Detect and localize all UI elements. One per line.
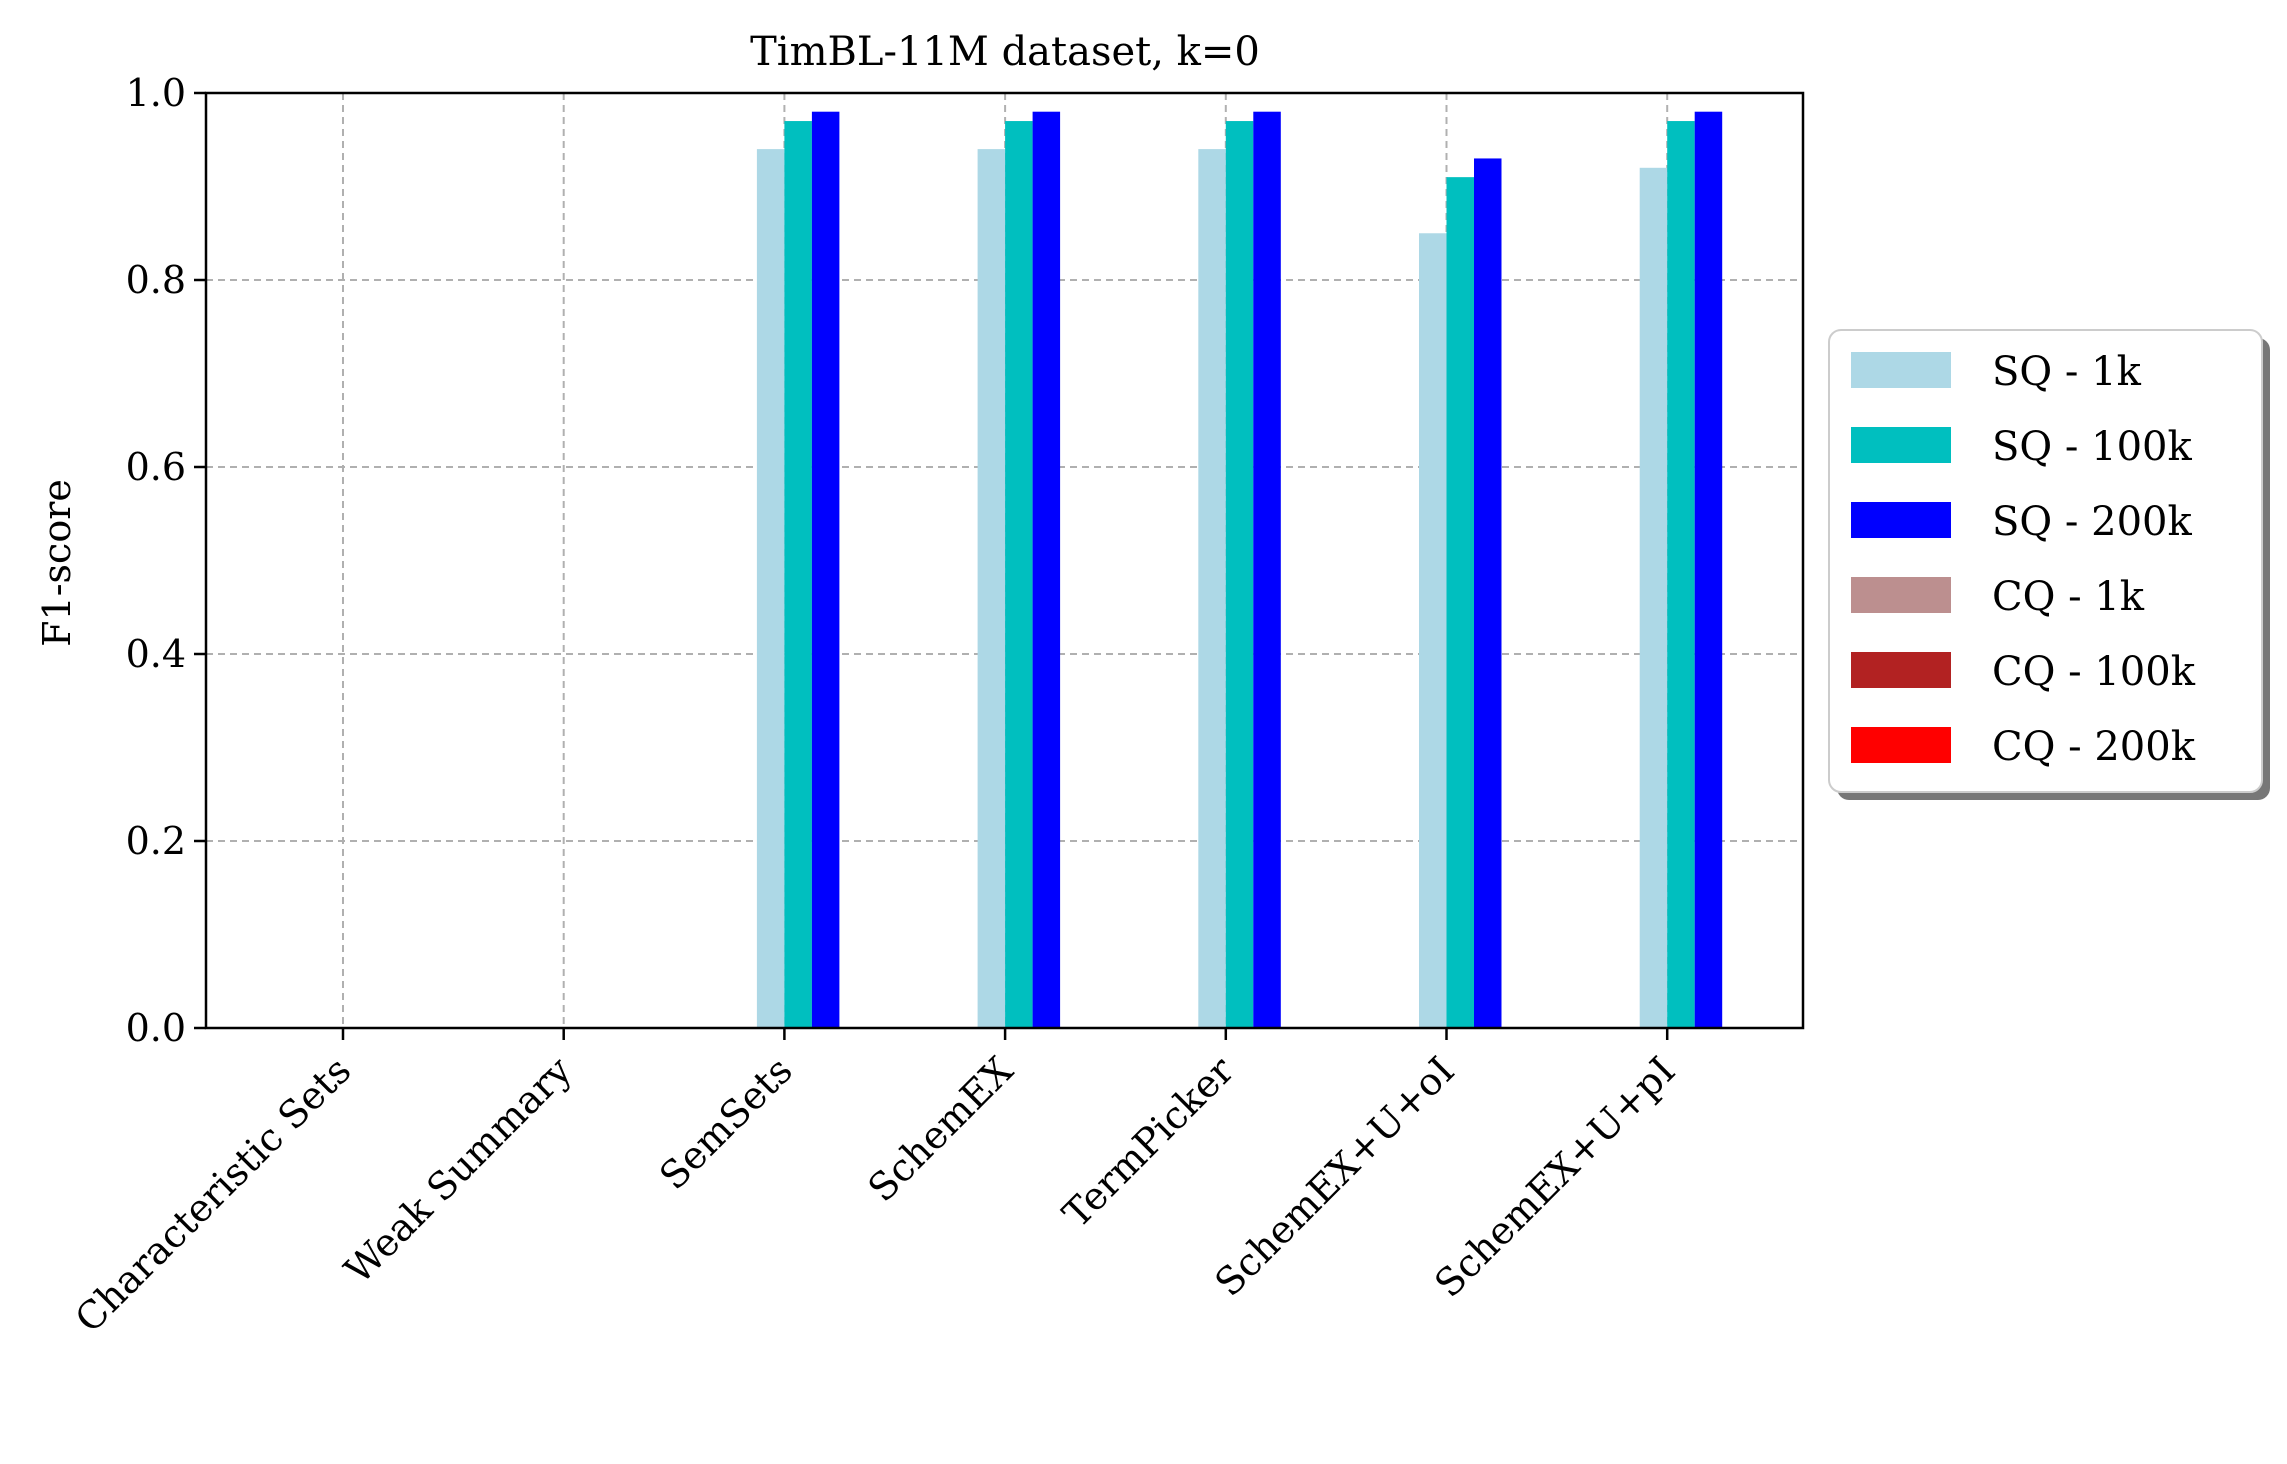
y-axis-label: F1-score (35, 479, 79, 647)
bar (1419, 233, 1447, 1028)
bar (1253, 111, 1281, 1028)
y-tick-label: 0.8 (126, 258, 186, 302)
bar (1667, 121, 1695, 1029)
bar (1198, 149, 1226, 1029)
legend: SQ - 1k SQ - 100k SQ - 200k CQ - 1k CQ - 100… (1828, 329, 2270, 800)
y-tick-label: 0.0 (126, 1006, 186, 1050)
bar (1032, 111, 1061, 1028)
legend-label: CQ - 1k (1992, 574, 2145, 620)
bar (977, 149, 1006, 1029)
x-tick-label: SchemEX+U+pI (1426, 1048, 1683, 1305)
y-tick-label: 0.6 (126, 445, 186, 489)
chart-title: TimBL-11M dataset, k=0 (750, 29, 1260, 75)
y-axis: 0.0 0.2 0.4 0.6 0.8 1.0 (126, 71, 206, 1050)
legend-swatch (1851, 427, 1951, 463)
legend-swatch (1851, 652, 1951, 688)
x-tick-label: SchemEX (859, 1048, 1021, 1210)
bar (1225, 121, 1254, 1029)
bar (811, 111, 840, 1028)
legend-label: SQ - 200k (1992, 499, 2192, 545)
bar (1639, 167, 1668, 1029)
x-tick-label: Weak Summary (336, 1048, 580, 1292)
legend-label: SQ - 1k (1992, 349, 2142, 395)
x-tick-label: Characteristic Sets (67, 1048, 360, 1341)
x-tick-label: SemSets (651, 1048, 801, 1198)
legend-box (1828, 329, 2263, 793)
legend-label: SQ - 100k (1992, 424, 2192, 470)
legend-swatch (1851, 727, 1951, 763)
x-tick-label: TermPicker (1054, 1048, 1243, 1237)
y-tick-label: 0.4 (126, 632, 186, 676)
legend-label: CQ - 200k (1992, 724, 2196, 770)
bar (1474, 158, 1502, 1028)
legend-label: CQ - 100k (1992, 649, 2196, 695)
x-tick-label: SchemEX+U+oI (1206, 1048, 1462, 1304)
legend-swatch (1851, 577, 1951, 613)
y-tick-label: 1.0 (126, 71, 186, 115)
bars (756, 111, 1723, 1029)
bar (1005, 121, 1033, 1029)
bar (1694, 111, 1723, 1028)
bar (1446, 177, 1474, 1028)
y-tick-label: 0.2 (126, 819, 186, 863)
legend-swatch (1851, 502, 1951, 538)
bar (784, 121, 812, 1029)
bar (756, 149, 785, 1029)
legend-swatch (1851, 352, 1951, 388)
